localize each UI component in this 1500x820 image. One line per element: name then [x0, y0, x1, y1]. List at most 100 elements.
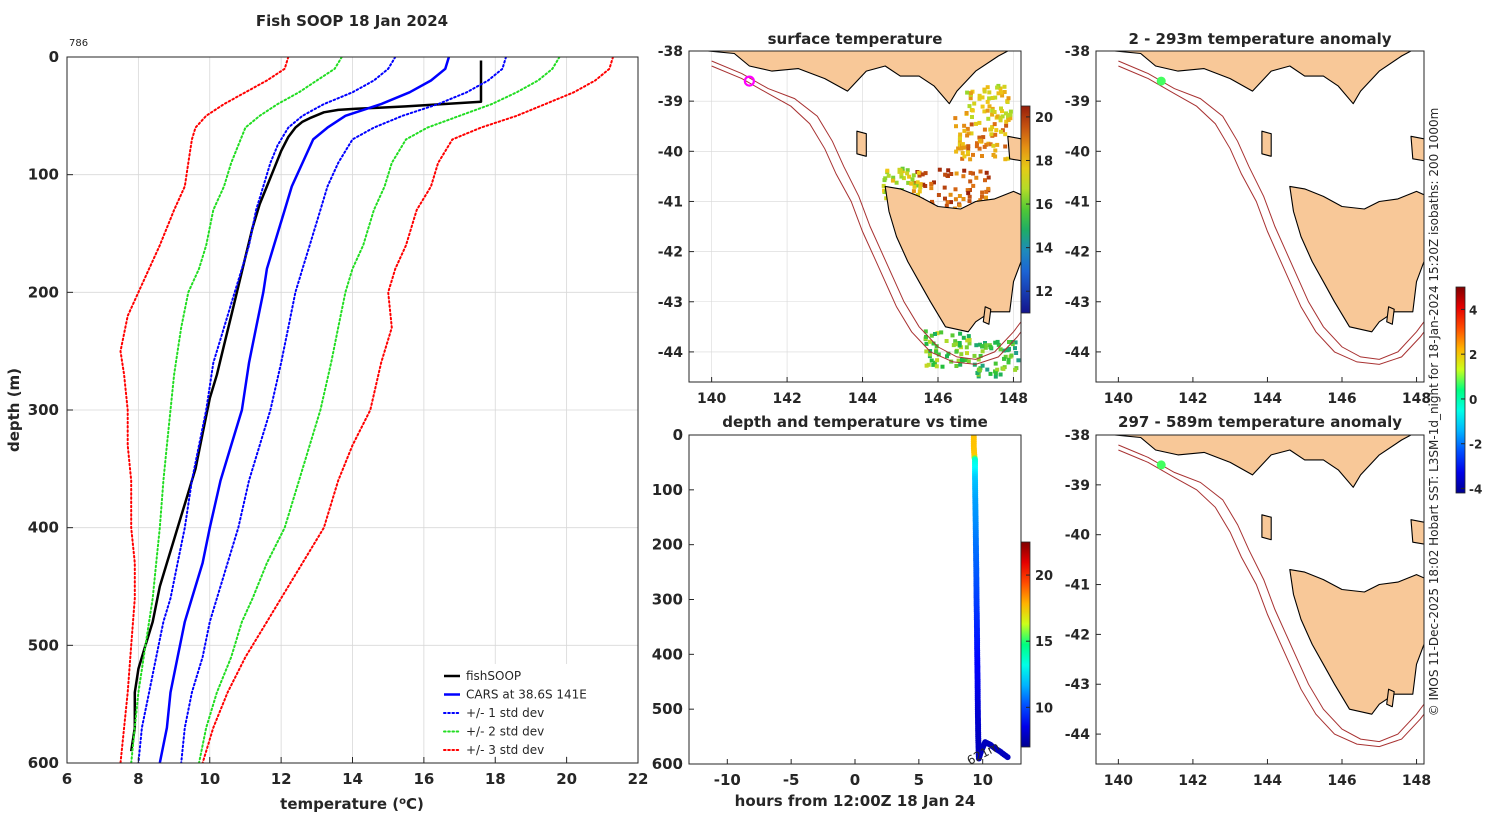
land-flinders-island — [1410, 519, 1424, 545]
map-xtick-label: 144 — [1253, 391, 1282, 407]
sst-pixel — [927, 339, 932, 344]
profile-xtick-label: 16 — [413, 770, 434, 788]
anomaly-map-shallow: 2 - 293m temperature anomaly 140 142 144 14… — [1065, 30, 1431, 407]
sst-isobaths — [711, 60, 1021, 365]
sst-pixel — [918, 182, 923, 187]
sst-pixel — [954, 342, 958, 347]
anomaly-colorbar: -4 -2 0 2 4 — [1455, 286, 1482, 497]
sst-pixel — [923, 171, 928, 176]
land-flinders-island — [1410, 135, 1424, 162]
sst-pixel — [916, 192, 920, 197]
sst-pixel — [980, 104, 985, 109]
sst-pixel — [943, 196, 947, 201]
sst-pixel — [1002, 356, 1006, 361]
sst-pixel — [984, 189, 989, 194]
profile-ytick-label: 200 — [28, 283, 59, 301]
sst-pixel — [964, 111, 969, 115]
sst-pixel — [949, 200, 953, 205]
sst-pixel — [934, 349, 939, 354]
sst-pixel — [991, 143, 996, 148]
sst-pixel — [993, 95, 998, 100]
sst-pixel — [945, 200, 950, 205]
anomaly-shallow-title: 2 - 293m temperature anomaly — [1128, 30, 1391, 48]
sst-pixel — [1006, 113, 1011, 118]
sst-ticks: 140 142 144 146 148 -38 -39 -40 -41 -42 -43 -44 — [658, 44, 1028, 407]
sst-pixel — [975, 141, 979, 146]
sst-pixel — [939, 330, 944, 335]
sst-pixel — [937, 167, 942, 172]
profile-series--2-std-dev-5 — [198, 57, 561, 763]
profile-title: Fish SOOP 18 Jan 2024 — [256, 12, 448, 30]
land-bruny-island — [1386, 306, 1395, 325]
sst-pixel — [1003, 354, 1008, 359]
sst-pixel — [932, 180, 936, 185]
sst-pixel — [985, 99, 990, 104]
land-tasmania — [1289, 569, 1424, 715]
sst-pixel — [971, 152, 975, 157]
sst-pixel — [980, 363, 985, 368]
sst-pixel — [984, 170, 989, 175]
sst-pixel — [1016, 358, 1021, 363]
sst-cbar-tick-label: 20 — [1035, 111, 1053, 126]
sst-pixel — [981, 135, 986, 140]
depth-time-title: depth and temperature vs time — [722, 413, 988, 431]
sst-pixel — [990, 125, 995, 130]
sst-pixel — [995, 114, 1000, 119]
profile-series--1-std-dev-3 — [180, 57, 507, 763]
sst-pixel — [986, 175, 991, 180]
land-mainland — [703, 51, 1009, 105]
profile-xtick-label: 10 — [199, 770, 220, 788]
sst-pixel — [964, 358, 969, 362]
profile-ylabel: depth (m) — [5, 368, 23, 452]
sst-pixel — [965, 133, 970, 138]
map-ytick-label: -40 — [1065, 144, 1091, 160]
sst-pixel — [953, 116, 958, 121]
sst-pixel — [980, 190, 985, 195]
sst-pixel — [1000, 109, 1004, 114]
sst-pixel — [933, 332, 937, 336]
sst-pixel — [910, 177, 915, 182]
profile-xtick-label: 14 — [342, 770, 363, 788]
sst-pixel — [987, 96, 992, 101]
sst-pixel — [967, 194, 972, 199]
sst-pixel — [1006, 118, 1011, 122]
temp-colorbar-ticks: 10 15 20 — [1026, 569, 1053, 716]
sst-pixel — [965, 150, 970, 155]
sst-pixel — [960, 358, 965, 363]
sst-pixel — [1007, 340, 1011, 344]
map-xtick-label: 146 — [1327, 391, 1356, 407]
profile-ytick-label: 100 — [28, 166, 59, 184]
sst-pixel — [901, 176, 906, 181]
sst-pixel — [995, 85, 1000, 90]
anomaly-shallow-box — [1095, 50, 1425, 383]
profile-series-fishsoop-0 — [129, 60, 483, 752]
sst-pixel — [932, 360, 937, 365]
sst-pixel — [971, 171, 975, 176]
map-ytick-label: -42 — [1065, 245, 1090, 261]
sst-pixel — [1006, 357, 1011, 362]
dt-xtick-label: -10 — [714, 771, 741, 789]
profile-ytick-label: 500 — [28, 636, 59, 654]
sst-pixel — [935, 331, 940, 336]
sst-pixel — [982, 89, 987, 94]
sst-pixel — [942, 185, 947, 190]
sst-pixel — [1013, 367, 1018, 372]
sst-pixel — [1006, 115, 1010, 120]
sst-pixel — [974, 343, 979, 348]
sst-pixel — [953, 339, 958, 344]
sst-pixel — [907, 174, 912, 179]
sst-pixel — [986, 116, 991, 121]
sst-pixel — [984, 142, 989, 147]
sst-pixel — [953, 197, 958, 202]
sst-pixel — [894, 180, 899, 185]
sst-pixel — [920, 172, 925, 177]
depth-time-xlabel: hours from 12:00Z 18 Jan 24 — [735, 792, 976, 810]
land-king-island — [1261, 514, 1272, 541]
sst-pixel — [946, 351, 951, 356]
sst-pixel — [909, 181, 914, 186]
sst-pixel — [961, 197, 966, 201]
sst-pixel — [905, 168, 910, 173]
sst-pixel — [1009, 353, 1014, 358]
sst-pixel — [958, 362, 963, 367]
sst-pixel — [957, 341, 962, 345]
